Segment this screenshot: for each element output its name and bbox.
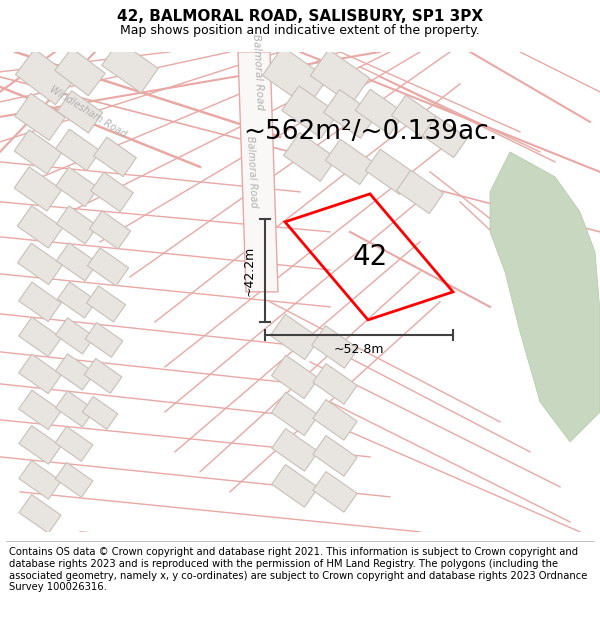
Polygon shape bbox=[82, 396, 118, 429]
Polygon shape bbox=[272, 429, 318, 471]
Polygon shape bbox=[14, 167, 62, 211]
Polygon shape bbox=[56, 243, 98, 281]
Text: 42: 42 bbox=[352, 243, 388, 271]
Polygon shape bbox=[391, 95, 439, 139]
Text: ~52.8m: ~52.8m bbox=[334, 343, 384, 356]
Polygon shape bbox=[325, 139, 374, 184]
Polygon shape bbox=[17, 243, 62, 284]
Polygon shape bbox=[313, 399, 357, 440]
Polygon shape bbox=[16, 49, 74, 105]
Polygon shape bbox=[102, 41, 158, 93]
Polygon shape bbox=[86, 286, 125, 322]
Polygon shape bbox=[57, 91, 103, 133]
Polygon shape bbox=[19, 461, 61, 499]
Polygon shape bbox=[490, 152, 600, 442]
Text: ~562m²/~0.139ac.: ~562m²/~0.139ac. bbox=[243, 119, 497, 145]
Polygon shape bbox=[313, 471, 357, 512]
Polygon shape bbox=[397, 170, 443, 214]
Polygon shape bbox=[56, 206, 98, 244]
Text: Windlesham Road: Windlesham Road bbox=[48, 84, 128, 139]
Polygon shape bbox=[271, 392, 319, 436]
Polygon shape bbox=[55, 391, 95, 427]
Polygon shape bbox=[312, 326, 358, 368]
Polygon shape bbox=[262, 47, 328, 107]
Text: Balmoral Road: Balmoral Road bbox=[245, 136, 259, 208]
Polygon shape bbox=[271, 314, 320, 359]
Polygon shape bbox=[56, 129, 100, 171]
Polygon shape bbox=[19, 354, 61, 394]
Polygon shape bbox=[88, 248, 128, 286]
Polygon shape bbox=[355, 89, 404, 134]
Text: Map shows position and indicative extent of the property.: Map shows position and indicative extent… bbox=[120, 24, 480, 37]
Polygon shape bbox=[313, 436, 357, 476]
Polygon shape bbox=[17, 206, 63, 248]
Polygon shape bbox=[271, 355, 319, 399]
Polygon shape bbox=[422, 116, 467, 158]
Polygon shape bbox=[14, 130, 62, 174]
Text: 42, BALMORAL ROAD, SALISBURY, SP1 3PX: 42, BALMORAL ROAD, SALISBURY, SP1 3PX bbox=[117, 9, 483, 24]
Polygon shape bbox=[19, 390, 61, 429]
Polygon shape bbox=[55, 318, 95, 354]
Polygon shape bbox=[55, 426, 93, 461]
Polygon shape bbox=[365, 149, 415, 194]
Polygon shape bbox=[313, 364, 357, 404]
Polygon shape bbox=[19, 494, 61, 533]
Polygon shape bbox=[91, 172, 133, 212]
Text: Contains OS data © Crown copyright and database right 2021. This information is : Contains OS data © Crown copyright and d… bbox=[9, 548, 587, 592]
Polygon shape bbox=[282, 86, 338, 138]
Polygon shape bbox=[89, 211, 131, 249]
Polygon shape bbox=[84, 359, 122, 393]
Polygon shape bbox=[85, 322, 123, 357]
Text: Balmoral Road: Balmoral Road bbox=[251, 34, 265, 110]
Polygon shape bbox=[310, 49, 370, 104]
Polygon shape bbox=[58, 282, 97, 318]
Polygon shape bbox=[19, 282, 61, 322]
Polygon shape bbox=[19, 426, 61, 464]
Polygon shape bbox=[94, 137, 136, 177]
Polygon shape bbox=[55, 48, 105, 96]
Polygon shape bbox=[55, 354, 95, 390]
Polygon shape bbox=[15, 93, 65, 141]
Polygon shape bbox=[56, 167, 98, 207]
Polygon shape bbox=[323, 89, 376, 138]
Polygon shape bbox=[19, 317, 61, 357]
Polygon shape bbox=[55, 462, 93, 498]
Polygon shape bbox=[238, 52, 278, 292]
Polygon shape bbox=[272, 464, 318, 507]
Polygon shape bbox=[284, 132, 337, 181]
Polygon shape bbox=[245, 52, 275, 287]
Text: ~42.2m: ~42.2m bbox=[242, 245, 256, 296]
